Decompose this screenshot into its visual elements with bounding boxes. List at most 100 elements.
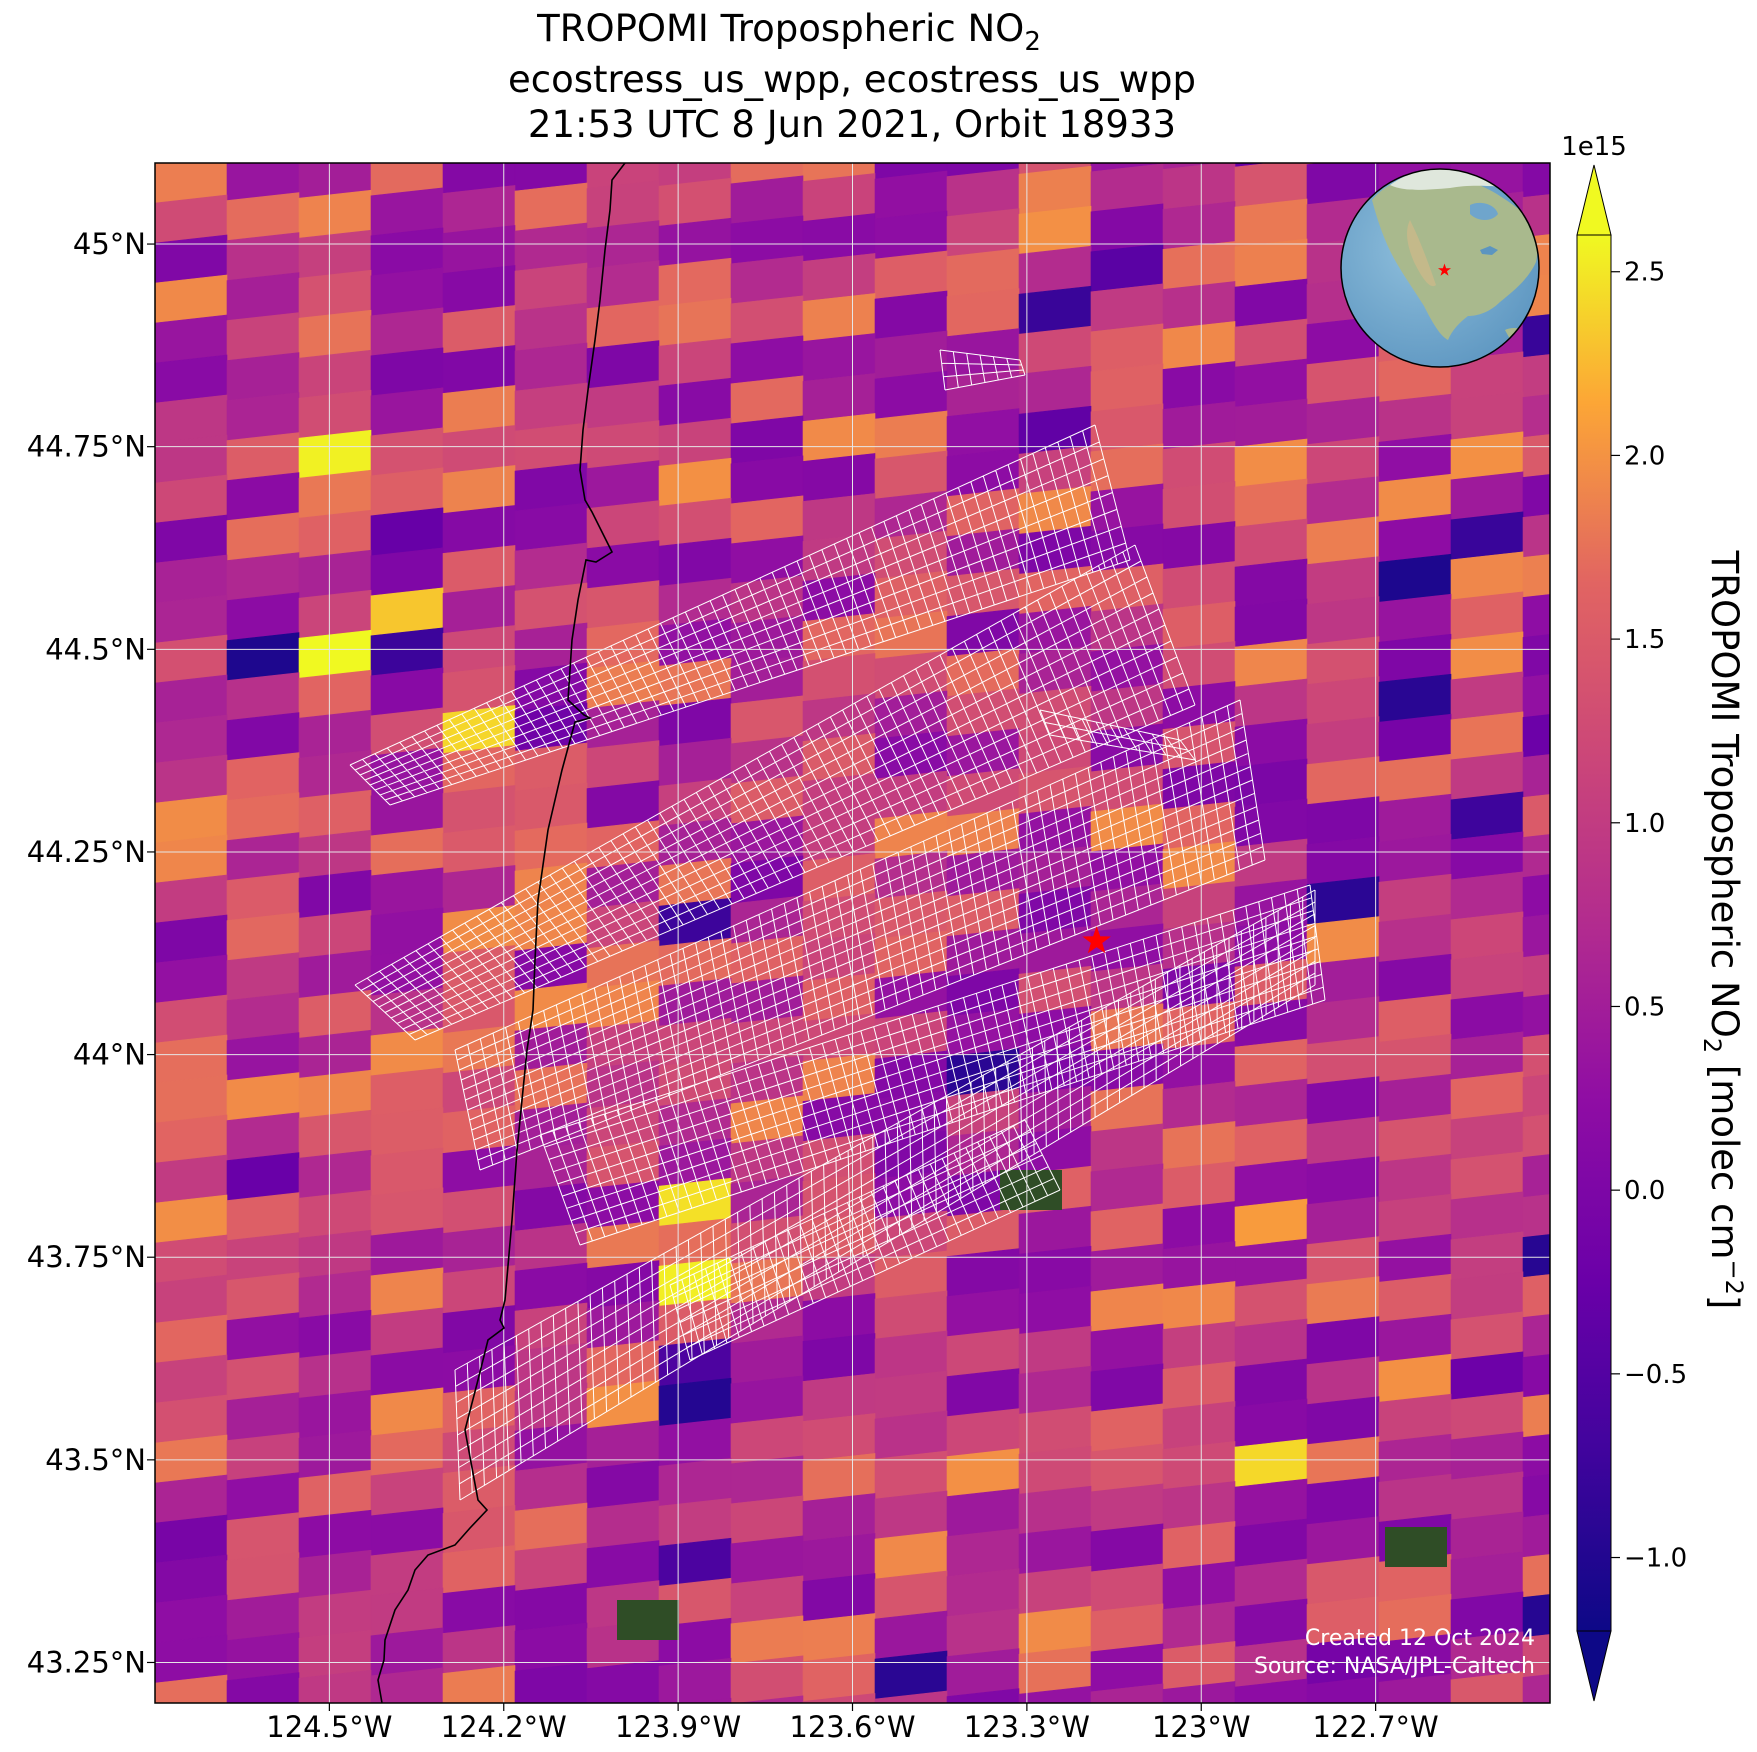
no2-cell	[1018, 1685, 1092, 1703]
no2-cell	[155, 163, 156, 198]
no2-cell	[298, 349, 372, 399]
no2-cell	[226, 872, 300, 921]
no2-cell	[1306, 476, 1380, 525]
no2-cell	[370, 227, 444, 277]
no2-cell	[155, 1274, 228, 1324]
no2-cell	[1306, 1476, 1380, 1525]
no2-cell	[1162, 163, 1236, 210]
no2-cell	[1522, 1474, 1550, 1518]
no2-cell	[1234, 1318, 1308, 1368]
no2-cell	[298, 1149, 372, 1199]
no2-cell	[155, 1554, 228, 1604]
no2-cell	[155, 874, 228, 924]
no2-cell	[370, 1667, 444, 1703]
no2-cell	[298, 1469, 372, 1519]
no2-cell	[802, 373, 876, 422]
no2-cell	[946, 1208, 1020, 1257]
no2-cell	[802, 1453, 876, 1502]
globe-location-star	[1438, 263, 1451, 276]
no2-cell	[1667, 185, 1739, 233]
colorbar-tick-label: 1.5	[1624, 625, 1665, 655]
no2-cell	[442, 1665, 516, 1703]
no2-cell	[658, 1217, 732, 1267]
no2-cell	[226, 632, 300, 681]
no2-cell	[586, 1540, 660, 1589]
no2-cell	[1234, 1438, 1308, 1488]
no2-cell	[586, 260, 660, 309]
no2-cell	[1667, 505, 1739, 553]
no2-cell	[1522, 714, 1550, 758]
no2-cell	[155, 877, 156, 918]
no2-cell	[298, 189, 372, 239]
no2-cell	[946, 1648, 1020, 1697]
no2-cell	[1162, 1441, 1236, 1490]
no2-cell	[946, 928, 1020, 977]
no2-cell	[155, 1117, 156, 1158]
no2-cell	[155, 1234, 228, 1284]
no2-cell	[226, 712, 300, 761]
no2-cell	[514, 1382, 588, 1432]
no2-cell	[155, 517, 156, 558]
no2-cell	[1523, 1709, 1595, 1752]
no2-cell	[1522, 914, 1550, 958]
no2-cell	[514, 302, 588, 352]
no2-cell	[298, 389, 372, 439]
no2-cell	[946, 1608, 1020, 1657]
no2-cell	[514, 502, 588, 552]
no2-cell	[1378, 473, 1452, 523]
no2-cell	[658, 497, 732, 547]
y-axis-ticks: 45°N 44.75°N 44.5°N 44.25°N 44°N 43.75°N 43.5°…	[27, 227, 155, 1679]
no2-cell	[1306, 876, 1380, 925]
no2-cell	[946, 408, 1020, 457]
colorbar-tick-label: 1.0	[1624, 809, 1665, 839]
no2-cell	[155, 994, 228, 1044]
no2-cell	[1522, 314, 1550, 358]
no2-cell	[370, 1587, 444, 1637]
no2-cell	[946, 1368, 1020, 1417]
no2-cell	[730, 455, 804, 505]
no2-cell	[155, 1277, 156, 1318]
no2-cell	[514, 1542, 588, 1592]
no2-cell	[1090, 323, 1164, 373]
no2-cell	[298, 1309, 372, 1359]
no2-cell	[370, 587, 444, 637]
no2-cell	[514, 1462, 588, 1512]
no2-cell	[1234, 1078, 1308, 1128]
no2-cell	[1018, 1485, 1092, 1535]
no2-cell	[586, 860, 660, 909]
no2-cell	[1450, 911, 1524, 961]
no2-cell	[1522, 954, 1550, 998]
no2-cell	[298, 989, 372, 1039]
no2-cell	[1018, 1125, 1092, 1175]
no2-cell	[370, 347, 444, 397]
no2-cell	[1234, 638, 1308, 688]
no2-cell	[586, 340, 660, 389]
no2-cell	[298, 309, 372, 359]
no2-cell	[1450, 1031, 1524, 1081]
no2-cell	[1162, 1521, 1236, 1570]
no2-cell	[802, 1693, 876, 1703]
no2-cell	[1162, 441, 1236, 490]
no2-cell	[155, 357, 156, 398]
no2-cell	[1522, 354, 1550, 398]
no2-cell	[1667, 1625, 1739, 1673]
no2-cell	[874, 250, 948, 300]
no2-cell	[1522, 434, 1550, 478]
no2-cell	[155, 1434, 228, 1484]
no2-cell	[514, 1182, 588, 1232]
no2-cell	[1162, 601, 1236, 650]
no2-cell	[586, 1460, 660, 1509]
no2-cell	[1090, 483, 1164, 533]
no2-cell	[1378, 1313, 1452, 1363]
no2-cell	[83, 117, 155, 165]
no2-cell	[730, 215, 804, 265]
no2-cell	[1522, 474, 1550, 518]
no2-cell	[226, 1152, 300, 1201]
no2-cell	[946, 1528, 1020, 1577]
no2-cell	[1090, 1083, 1164, 1133]
no2-cell	[1306, 556, 1380, 605]
ecostress-swath-grid	[349, 349, 1326, 1501]
colorbar-tick-label: 2.0	[1624, 441, 1665, 471]
no2-cell	[1378, 713, 1452, 763]
